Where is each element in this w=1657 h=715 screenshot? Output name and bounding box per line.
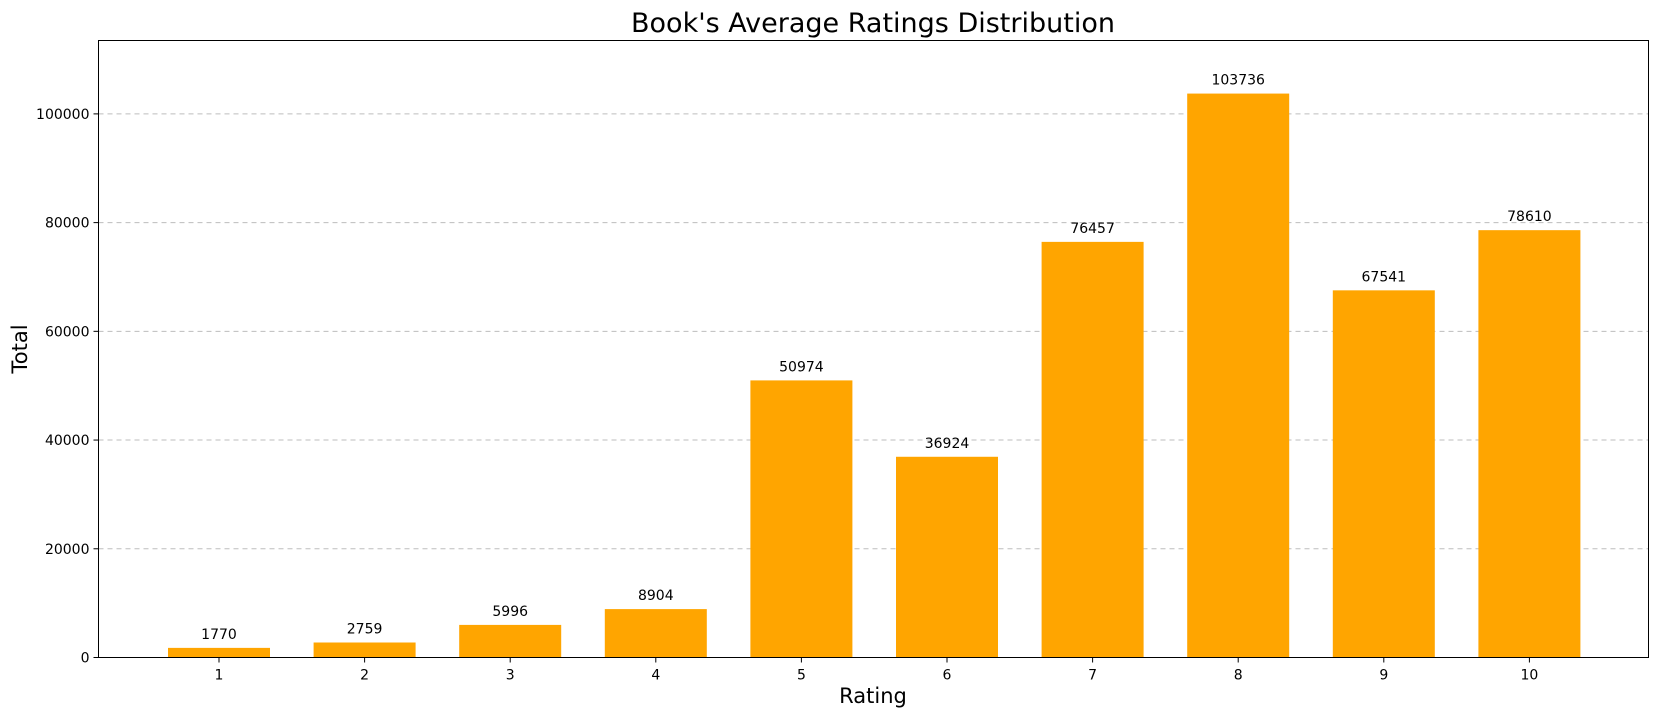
x-tick-label: 1	[215, 668, 224, 684]
bar-value-label: 103736	[1211, 73, 1265, 89]
bar	[459, 624, 562, 658]
x-tick-label: 4	[651, 668, 660, 684]
bar-value-label: 78610	[1507, 209, 1552, 225]
x-axis-ticks: 1 2 3 4 5 6 7 8 9 10	[215, 657, 1538, 684]
y-axis-ticks: 0 20000 40000 60000 80000 100000	[36, 107, 99, 667]
bar-value-label: 2759	[347, 622, 383, 638]
y-tick-label: 40000	[45, 433, 90, 449]
x-tick-label: 6	[943, 668, 952, 684]
bar-value-label: 1770	[201, 627, 237, 643]
x-tick-label: 10	[1520, 668, 1538, 684]
y-tick-label: 60000	[45, 324, 90, 340]
x-tick-label: 2	[360, 668, 369, 684]
y-tick-label: 100000	[36, 107, 89, 123]
plot-frame	[98, 40, 1649, 658]
x-tick-label: 9	[1379, 668, 1388, 684]
bar-value-label: 8904	[638, 588, 674, 604]
x-axis-label: Rating	[839, 684, 907, 708]
bar	[1332, 290, 1435, 658]
bar	[168, 647, 270, 658]
bar-value-label: 50974	[779, 359, 824, 375]
x-tick-label: 7	[1088, 668, 1097, 684]
bar-value-label: 67541	[1362, 269, 1407, 285]
x-tick-label: 5	[797, 668, 806, 684]
x-tick-label: 3	[506, 668, 515, 684]
bar-value-label: 36924	[925, 436, 970, 452]
bar	[750, 380, 853, 658]
bar	[1187, 93, 1290, 658]
bar	[896, 456, 998, 658]
chart-title: Book's Average Ratings Distribution	[631, 8, 1115, 39]
data-labels: 1770 2759 5996 8904 50974 36924 76457 103736 675…	[201, 73, 1551, 643]
bar	[1478, 230, 1581, 658]
x-tick-label: 8	[1234, 668, 1243, 684]
y-tick-label: 0	[81, 651, 90, 667]
bar	[604, 609, 707, 658]
y-tick-label: 20000	[45, 542, 90, 558]
bar-value-label: 5996	[492, 604, 528, 620]
bar	[313, 642, 416, 658]
y-tick-label: 80000	[45, 216, 90, 232]
bars	[168, 93, 1581, 658]
bar-value-label: 76457	[1070, 221, 1115, 237]
y-axis-label: Total	[8, 324, 32, 374]
bar	[1041, 241, 1144, 658]
